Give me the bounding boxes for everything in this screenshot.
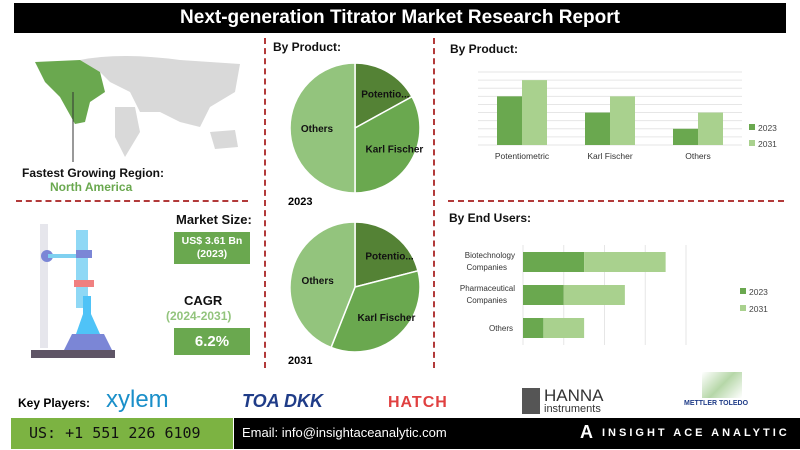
y-tick-label: Pharmaceutical (460, 284, 515, 293)
y-tick-label: Companies (467, 263, 507, 272)
bar-segment (543, 318, 585, 338)
key-players-label: Key Players: (18, 396, 91, 410)
market-size-value: US$ 3.61 Bn (181, 235, 243, 247)
cagr-period: (2024-2031) (166, 309, 232, 323)
legend-label: 2031 (758, 139, 777, 149)
pie-slice (330, 269, 421, 353)
bar (497, 96, 522, 145)
logo-hanna: HANNA instruments (522, 386, 606, 416)
cagr-label: CAGR (184, 293, 223, 308)
report-title: Next-generation Titrator Market Research… (14, 3, 786, 33)
legend-label: 2031 (749, 304, 768, 314)
pie-label: Potentio... (365, 251, 414, 262)
world-map (35, 56, 240, 162)
pie-label: Karl Fischer (358, 313, 416, 324)
pie-slice (354, 62, 413, 130)
region-label: Fastest Growing Region: (22, 166, 165, 180)
divider (433, 38, 435, 368)
pie-label: Others (301, 124, 334, 135)
x-tick-label: Karl Fischer (587, 151, 633, 161)
y-tick-label: Biotechnology (465, 251, 515, 260)
brand-logo-icon: A (580, 422, 593, 442)
pie-label: Karl Fischer (366, 144, 424, 155)
logo-xylem: xylem (106, 386, 169, 413)
legend-swatch (749, 140, 755, 146)
logo-hatch: HATCH (388, 394, 448, 411)
bar (610, 96, 635, 145)
pie-slice (354, 95, 421, 194)
pie-slice (289, 62, 356, 194)
pie-label: Others (302, 276, 335, 287)
divider (264, 38, 266, 368)
bar-segment (523, 318, 544, 338)
titrator-illustration (31, 224, 115, 358)
divider (16, 200, 248, 202)
bar (698, 112, 723, 145)
divider (448, 200, 784, 202)
bar (585, 112, 610, 145)
product-bar-chart: Potentiometric Karl Fischer Others 2023 2031 (478, 71, 777, 161)
pie-slice (354, 221, 419, 288)
product-pie-charts: Potentio... Karl Fischer Others 2023 Potenti… (288, 62, 424, 367)
legend-swatch (740, 288, 746, 294)
pie-year-label: 2031 (288, 355, 312, 367)
phone-number[interactable]: US: +1 551 226 6109 (11, 418, 233, 449)
bar (522, 80, 547, 145)
y-tick-label: Others (489, 324, 513, 333)
end-users-bar-chart: Biotechnology Companies Pharmaceutical Comp… (460, 245, 768, 345)
logo-toa-dkk: TOA DKK (242, 391, 323, 411)
legend-label: 2023 (758, 123, 777, 133)
legend-label: 2023 (749, 287, 768, 297)
pie-label: Potentio... (361, 90, 410, 101)
footer-bar: Email: info@insightaceanalytic.com A INS… (234, 418, 800, 449)
bar-segment (523, 285, 564, 305)
legend-swatch (740, 305, 746, 311)
end-users-title: By End Users: (449, 211, 532, 225)
bar-chart-title: By Product: (450, 42, 519, 56)
x-tick-label: Potentiometric (495, 151, 550, 161)
x-tick-label: Others (685, 151, 711, 161)
bar-segment (584, 252, 666, 272)
market-size-badge: US$ 3.61 Bn (2023) (174, 232, 250, 264)
brand-name: INSIGHT ACE ANALYTIC (602, 427, 790, 439)
bar-segment (563, 285, 625, 305)
cagr-value: 6.2% (174, 328, 250, 355)
pie-year-label: 2023 (288, 196, 312, 208)
legend-swatch (749, 124, 755, 130)
region-value: North America (50, 180, 133, 194)
bar-segment (523, 252, 585, 272)
market-size-label: Market Size: (176, 212, 252, 227)
email-link[interactable]: Email: info@insightaceanalytic.com (242, 425, 447, 440)
pie-slice (289, 221, 356, 349)
bar (673, 128, 698, 145)
market-size-year: (2023) (196, 248, 228, 260)
pie-section-title: By Product: (273, 40, 342, 54)
y-tick-label: Companies (467, 296, 507, 305)
logo-mettler-toledo: METTLER TOLEDO (682, 372, 762, 410)
